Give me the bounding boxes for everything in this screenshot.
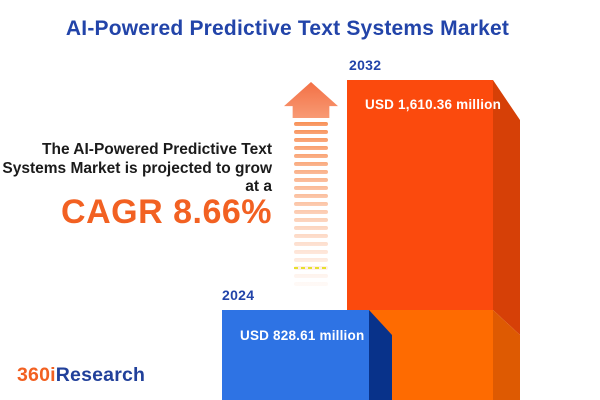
arrow-stripe — [294, 258, 328, 262]
description-block: The AI-Powered Predictive Text Systems M… — [0, 141, 272, 231]
arrow-stripe — [294, 154, 328, 158]
bar-2024-year-label: 2024 — [222, 287, 255, 303]
bar-2032-side-face — [493, 80, 520, 400]
arrow-stripe — [294, 202, 328, 206]
description-line-3: at a — [245, 178, 272, 195]
arrow-stripe — [294, 130, 328, 134]
bar-2032-side-upper — [493, 80, 520, 335]
cagr-value: CAGR 8.66% — [61, 192, 272, 231]
arrow-stripe — [294, 282, 328, 286]
arrow-stripe — [294, 178, 328, 182]
arrow-stripe — [294, 170, 328, 174]
arrow-stripe — [294, 146, 328, 150]
bar-2024-front-face — [222, 310, 369, 400]
bar-2024-value-label: USD 828.61 million — [240, 328, 365, 343]
bar-2024-side-face — [369, 310, 392, 400]
arrow-stripes — [294, 122, 328, 290]
arrow-stripe — [294, 274, 328, 278]
logo-suffix: Research — [55, 364, 146, 386]
arrow-stripe — [294, 234, 328, 238]
bar-2032-value-label: USD 1,610.36 million — [365, 97, 502, 112]
arrow-stripe — [294, 162, 328, 166]
page-title: AI-Powered Predictive Text Systems Marke… — [65, 17, 510, 40]
arrow-stripe — [294, 218, 328, 222]
growth-arrow-icon — [284, 82, 338, 118]
arrow-stripe — [294, 242, 328, 246]
arrow-stripe — [294, 194, 328, 198]
arrow-stripe — [294, 226, 328, 230]
description-line-2: Systems Market is projected to grow — [2, 159, 272, 177]
logo-prefix: 360i — [17, 364, 56, 386]
arrow-stripe — [294, 210, 328, 214]
arrow-stripe — [294, 250, 328, 254]
bar-2032-year-label: 2032 — [349, 57, 382, 73]
description-line-1: The AI-Powered Predictive Text — [42, 141, 272, 158]
company-logo: 360iResearch — [17, 364, 145, 387]
dashed-accent-line — [294, 267, 328, 269]
arrow-stripe — [294, 122, 328, 126]
arrow-stripe — [294, 186, 328, 190]
arrow-stripe — [294, 138, 328, 142]
